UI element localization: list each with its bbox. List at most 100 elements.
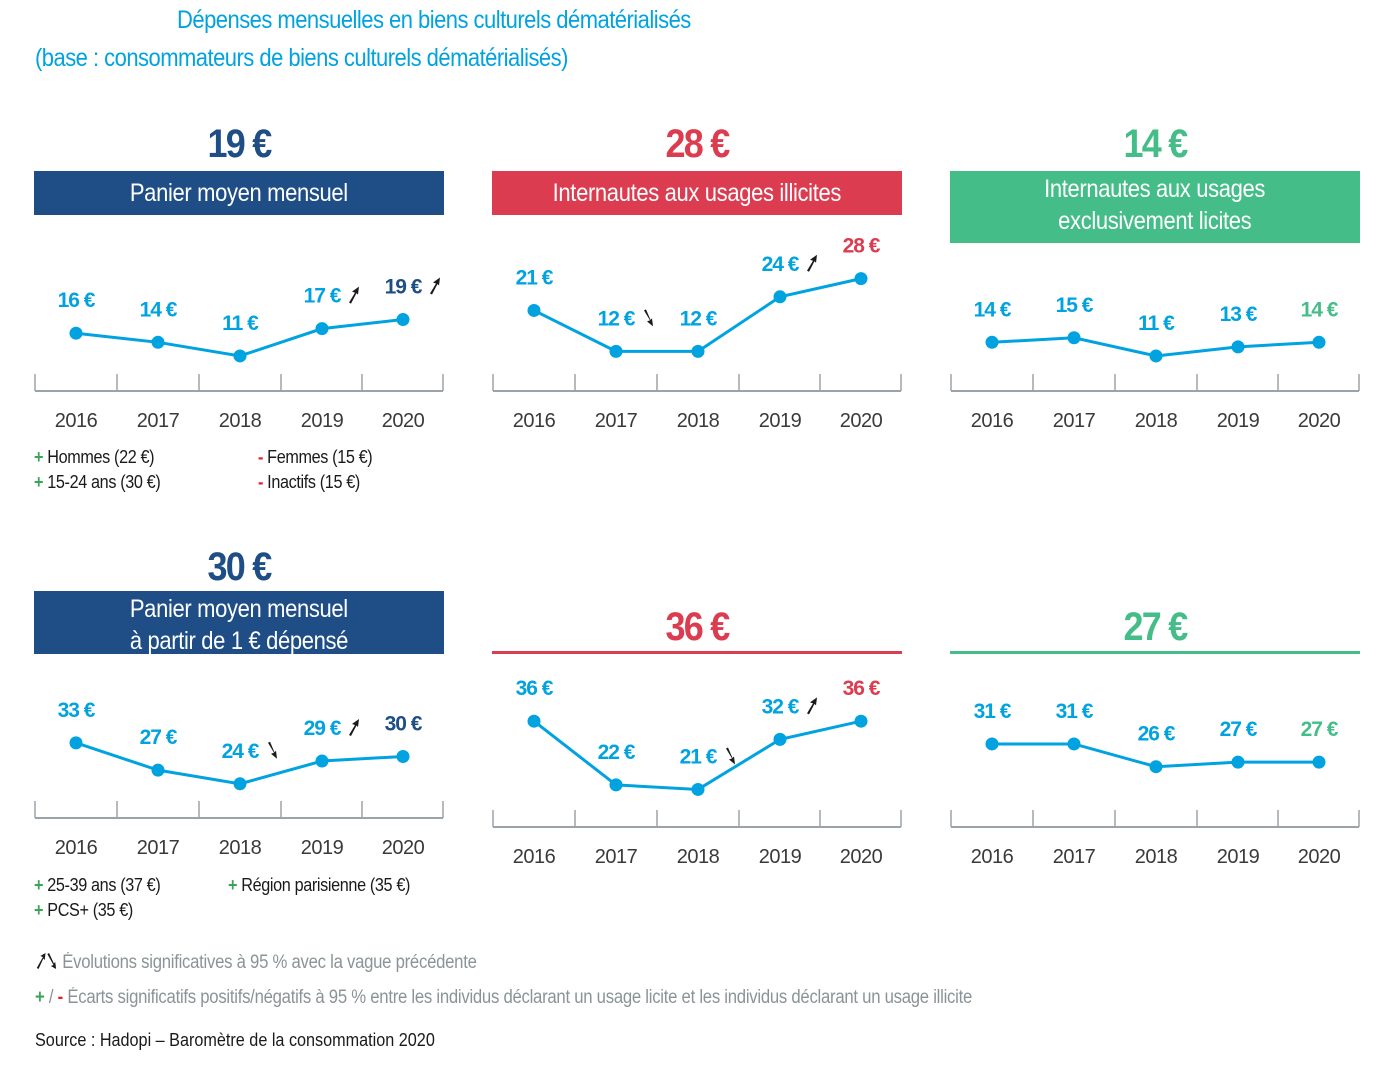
x-tick-label: 2017 [137,837,180,859]
legend-sep: / [48,987,54,1008]
data-label: 16 € [58,289,96,312]
chart-subtitle: (base : consommateurs de biens culturels… [35,44,568,72]
data-point [1231,755,1245,769]
trend-down-icon [726,747,735,765]
segment-note: + Hommes (22 €) [34,447,155,468]
x-tick-label: 2017 [595,410,638,432]
data-point [527,303,541,317]
data-point [773,732,787,746]
category-title-line: Internautes aux usages illicites [552,179,842,207]
segment-note: + 15-24 ans (30 €) [34,472,161,493]
x-tick-label: 2016 [971,846,1014,868]
data-point [1067,331,1081,345]
x-tick-label: 2016 [55,837,98,859]
data-point [527,714,541,728]
segment-note-text: Inactifs (15 €) [267,472,360,492]
data-point [854,714,868,728]
data-point [1312,335,1326,349]
data-point [233,777,247,791]
x-tick-label: 2020 [1298,410,1341,432]
source-note: Source : Hadopi – Baromètre de la consom… [35,1030,435,1050]
x-tick-label: 2020 [382,410,425,432]
minus-sign-icon: - [258,472,268,492]
plus-sign-icon: + [34,472,48,492]
data-label: 15 € [1056,294,1094,317]
data-point [1067,737,1081,751]
category-band: Panier moyen mensuel à partir de 1 € dépe… [34,591,444,655]
data-label: 12 € [680,307,718,330]
x-tick-label: 2018 [219,837,262,859]
segment-note: + PCS+ (35 €) [34,900,133,921]
data-point [315,322,329,336]
x-tick-label: 2020 [382,837,425,859]
category-band: Internautes aux usages illicites [492,171,902,215]
data-label: 33 € [58,699,96,722]
headline-value: 19 € [207,122,273,166]
category-title-line: Panier moyen mensuel [130,595,348,623]
x-tick-label: 2019 [301,837,344,859]
line-chart: 2016 2017 2018 2019 2020 31 € 31 € 26 € 27 € 27 € [950,700,1360,868]
segment-note: + Région parisienne (35 €) [228,875,410,896]
legend-arrows: Évolutions significatives à 95 % avec la… [35,951,477,974]
data-label: 31 € [974,700,1012,723]
x-tick-label: 2016 [971,410,1014,432]
data-label: 21 € [516,266,554,289]
data-label: 11 € [222,312,259,335]
headline-value: 27 € [1123,605,1189,649]
x-tick-label: 2019 [759,846,802,868]
legend-arrows-text: Évolutions significatives à 95 % avec la… [62,952,477,973]
data-label: 21 € [680,745,718,768]
line-chart: 2016 2017 2018 2019 2020 21 € 12 € 12 € 24 € 28 € [492,235,902,432]
data-point [69,736,83,750]
x-tick-label: 2017 [1053,846,1096,868]
x-tick-label: 2018 [677,846,720,868]
segment-note-text: Hommes (22 €) [47,447,155,467]
data-label: 31 € [1056,700,1094,723]
data-label: 17 € [304,285,342,308]
data-point [691,344,705,358]
trend-down-icon [268,741,277,759]
plus-sign-icon: + [34,900,48,920]
x-tick-label: 2020 [840,410,883,432]
category-band: Internautes aux usages exclusivement lici… [950,171,1360,243]
data-label: 36 € [516,677,554,700]
data-point [396,313,410,327]
segment-note: + 25-39 ans (37 €) [34,875,161,896]
segment-note-text: PCS+ (35 €) [47,900,133,920]
data-point [985,737,999,751]
plus-sign-icon: + [35,987,45,1008]
data-point [69,326,83,340]
minus-sign-icon: - [57,987,64,1008]
plus-sign-icon: + [34,875,48,895]
data-label: 14 € [974,298,1012,321]
minus-sign-icon: - [258,447,268,467]
data-label: 36 € [843,677,881,700]
category-rule [492,651,902,654]
trend-down-icon [644,309,653,327]
plus-sign-icon: + [228,875,242,895]
trend-arrows-icon [36,953,57,969]
trend-up-icon [807,254,817,272]
x-tick-label: 2017 [137,410,180,432]
headline-value: 30 € [207,545,273,589]
category-title-line: exclusivement licites [1058,207,1252,235]
category-band: Panier moyen mensuel [34,171,444,215]
data-label: 14 € [140,298,178,321]
data-point [1149,349,1163,363]
data-label: 29 € [304,717,342,740]
trend-up-icon [807,697,817,715]
x-tick-label: 2018 [219,410,262,432]
category-rule [950,651,1360,654]
data-point [1312,755,1326,769]
segment-note-text: Région parisienne (35 €) [241,875,411,895]
x-tick-label: 2019 [301,410,344,432]
data-label: 27 € [140,726,178,749]
x-tick-label: 2020 [1298,846,1341,868]
data-label: 19 € [385,276,423,299]
x-tick-label: 2018 [1135,846,1178,868]
line-chart: 2016 2017 2018 2019 2020 36 € 22 € 21 € 32 € 36 € [492,677,902,868]
legend-signs-text: Écarts significatifs positifs/négatifs à… [67,987,972,1008]
segment-note: - Inactifs (15 €) [258,472,360,493]
trend-up-icon [349,719,359,737]
plus-sign-icon: + [34,447,48,467]
